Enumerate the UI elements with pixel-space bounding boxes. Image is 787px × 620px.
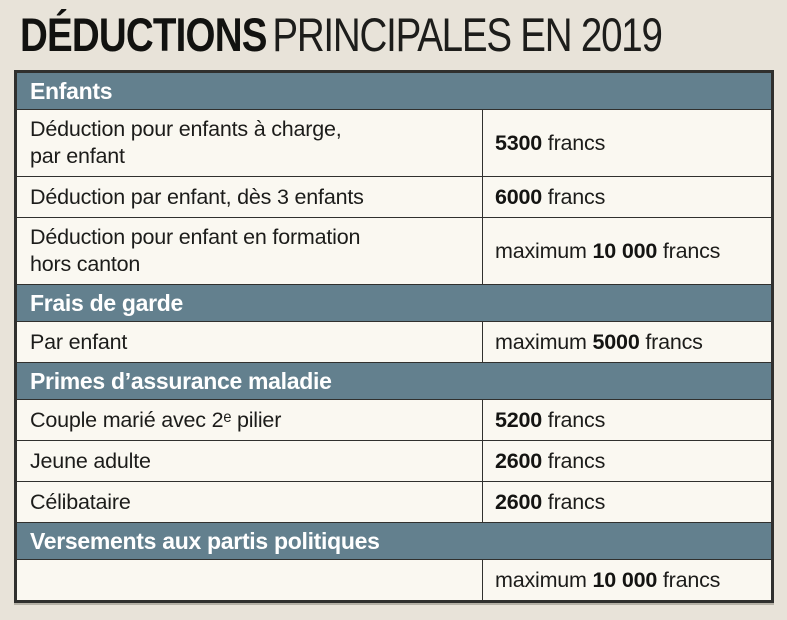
value-amount: 2600	[495, 448, 543, 473]
table-section: Primes d’assurance maladie Couple marié …	[17, 363, 771, 522]
section-title: Primes d’assurance maladie	[30, 367, 332, 394]
row-value: maximum 5000 francs	[482, 322, 771, 362]
value-suffix: francs	[542, 184, 606, 209]
row-label: Couple marié avec 2ᵉ pilier	[30, 407, 282, 432]
table-row: Jeune adulte 2600 francs	[17, 441, 771, 481]
row-value: 5300 francs	[482, 110, 771, 176]
table-row: Par enfant maximum 5000 francs	[17, 322, 771, 362]
section-header: Versements aux partis politiques	[17, 523, 771, 559]
table-section: Versements aux partis politiques maximum…	[17, 523, 771, 600]
table-row: Déduction pour enfants à charge, par enf…	[17, 110, 771, 176]
row-value: 2600 francs	[482, 441, 771, 481]
value-prefix: maximum	[495, 567, 593, 592]
table-row: Déduction par enfant, dès 3 enfants 6000…	[17, 177, 771, 217]
row-label: Déduction pour enfants à charge, par enf…	[30, 117, 342, 168]
value-suffix: francs	[542, 489, 606, 514]
value-suffix: francs	[542, 130, 606, 155]
table-section: Enfants Déduction pour enfants à charge,…	[17, 73, 771, 284]
value-amount: 5300	[495, 130, 543, 155]
row-label	[17, 560, 482, 600]
value-suffix: francs	[542, 448, 606, 473]
value-suffix: francs	[657, 238, 721, 263]
value-prefix: maximum	[495, 329, 593, 354]
row-label: Célibataire	[30, 489, 131, 514]
section-title: Versements aux partis politiques	[30, 527, 380, 554]
row-label: Déduction pour enfant en formation hors …	[30, 225, 361, 276]
value-suffix: francs	[639, 329, 703, 354]
row-value: 5200 francs	[482, 400, 771, 440]
deductions-table: Enfants Déduction pour enfants à charge,…	[14, 70, 774, 603]
value-amount: 10 000	[592, 238, 658, 263]
section-title: Enfants	[30, 77, 113, 104]
value-suffix: francs	[657, 567, 721, 592]
row-label: Par enfant	[30, 329, 128, 354]
table-row: Déduction pour enfant en formation hors …	[17, 218, 771, 284]
value-amount: 6000	[495, 184, 543, 209]
section-header: Enfants	[17, 73, 771, 109]
value-amount: 2600	[495, 489, 543, 514]
table-row: Couple marié avec 2ᵉ pilier 5200 francs	[17, 400, 771, 440]
section-title: Frais de garde	[30, 289, 184, 316]
page-title: DÉDUCTIONS PRINCIPALES EN 2019	[20, 8, 663, 61]
page-title-secondary: PRINCIPALES EN 2019	[272, 8, 663, 61]
table-section: Frais de garde Par enfant maximum 5000 f…	[17, 285, 771, 362]
row-value: maximum 10 000 francs	[482, 218, 771, 284]
section-header: Primes d’assurance maladie	[17, 363, 771, 399]
value-amount: 5200	[495, 407, 543, 432]
table-row: Célibataire 2600 francs	[17, 482, 771, 522]
value-amount: 5000	[592, 329, 640, 354]
row-label: Déduction par enfant, dès 3 enfants	[30, 184, 364, 209]
value-suffix: francs	[542, 407, 606, 432]
row-value: 2600 francs	[482, 482, 771, 522]
value-prefix: maximum	[495, 238, 593, 263]
table-row: maximum 10 000 francs	[17, 560, 771, 600]
value-amount: 10 000	[592, 567, 658, 592]
page-title-primary: DÉDUCTIONS	[20, 8, 267, 61]
row-label: Jeune adulte	[30, 448, 151, 473]
row-value: 6000 francs	[482, 177, 771, 217]
section-header: Frais de garde	[17, 285, 771, 321]
row-value: maximum 10 000 francs	[482, 560, 771, 600]
